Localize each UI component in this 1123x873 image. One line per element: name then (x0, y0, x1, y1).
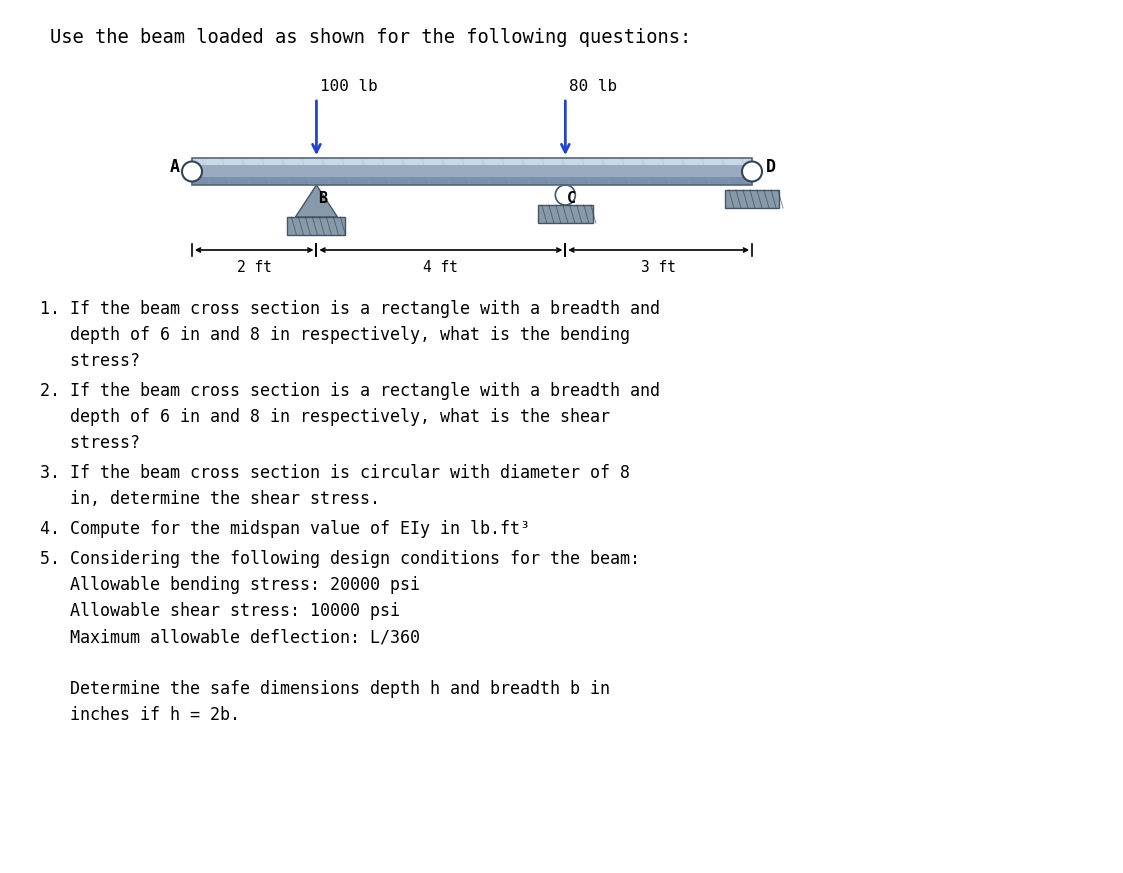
Circle shape (182, 162, 202, 182)
Bar (725, 190, 779, 208)
Bar (192, 165, 752, 177)
Text: inches if h = 2b.: inches if h = 2b. (40, 706, 240, 724)
Text: 100 lb: 100 lb (320, 79, 378, 94)
Text: Maximum allowable deflection: L/360: Maximum allowable deflection: L/360 (40, 628, 420, 646)
Text: Allowable bending stress: 20000 psi: Allowable bending stress: 20000 psi (40, 576, 420, 594)
Text: Allowable shear stress: 10000 psi: Allowable shear stress: 10000 psi (40, 602, 400, 620)
Text: D: D (766, 159, 776, 176)
Text: 3. If the beam cross section is circular with diameter of 8: 3. If the beam cross section is circular… (40, 464, 630, 482)
Bar (192, 177, 752, 185)
Text: 4 ft: 4 ft (423, 260, 458, 275)
Text: A: A (170, 159, 180, 176)
Bar (192, 158, 752, 185)
Text: depth of 6 in and 8 in respectively, what is the bending: depth of 6 in and 8 in respectively, wha… (40, 326, 630, 344)
Text: stress?: stress? (40, 352, 140, 370)
Text: 2. If the beam cross section is a rectangle with a breadth and: 2. If the beam cross section is a rectan… (40, 382, 660, 400)
Bar (287, 217, 346, 235)
Text: Use the beam loaded as shown for the following questions:: Use the beam loaded as shown for the fol… (51, 28, 692, 47)
Text: B: B (319, 191, 328, 206)
Text: in, determine the shear stress.: in, determine the shear stress. (40, 490, 380, 508)
Circle shape (556, 185, 575, 205)
Circle shape (742, 162, 763, 182)
Text: stress?: stress? (40, 434, 140, 452)
Text: 80 lb: 80 lb (569, 79, 618, 94)
Text: depth of 6 in and 8 in respectively, what is the shear: depth of 6 in and 8 in respectively, wha… (40, 408, 610, 426)
Text: Determine the safe dimensions depth h and breadth b in: Determine the safe dimensions depth h an… (40, 680, 610, 698)
Text: 2 ft: 2 ft (237, 260, 272, 275)
Bar (192, 158, 752, 165)
Text: 3 ft: 3 ft (641, 260, 676, 275)
Text: 1. If the beam cross section is a rectangle with a breadth and: 1. If the beam cross section is a rectan… (40, 300, 660, 318)
Text: 4. Compute for the midspan value of EIy in lb.ft³: 4. Compute for the midspan value of EIy … (40, 520, 530, 538)
Bar (538, 205, 593, 223)
Polygon shape (295, 185, 337, 217)
Text: 5. Considering the following design conditions for the beam:: 5. Considering the following design cond… (40, 550, 640, 568)
Text: C: C (567, 191, 576, 206)
